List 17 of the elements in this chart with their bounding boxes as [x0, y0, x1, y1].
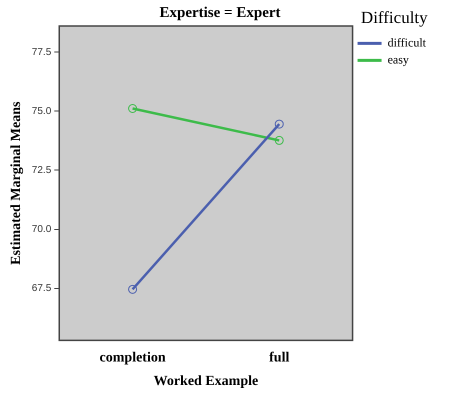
y-tick-label: 67.5 — [32, 283, 52, 294]
legend-label: difficult — [388, 36, 427, 50]
y-tick-label: 72.5 — [32, 164, 52, 176]
legend-title: Difficulty — [360, 8, 428, 27]
x-tick-label: completion — [100, 350, 166, 366]
x-tick-label: full — [269, 350, 290, 366]
chart-title: Expertise = Expert — [159, 4, 281, 21]
point — [128, 104, 138, 113]
y-tick-label: 70.0 — [32, 224, 52, 236]
point — [274, 136, 284, 145]
point — [274, 120, 284, 129]
point — [128, 284, 138, 294]
x-axis-title: Worked Example — [154, 374, 258, 390]
legend-label: easy — [388, 52, 409, 67]
y-tick-label: 77.5 — [32, 46, 52, 58]
y-axis-title: Estimated Marginal Means — [9, 100, 24, 265]
y-tick-label: 75.0 — [32, 106, 52, 117]
